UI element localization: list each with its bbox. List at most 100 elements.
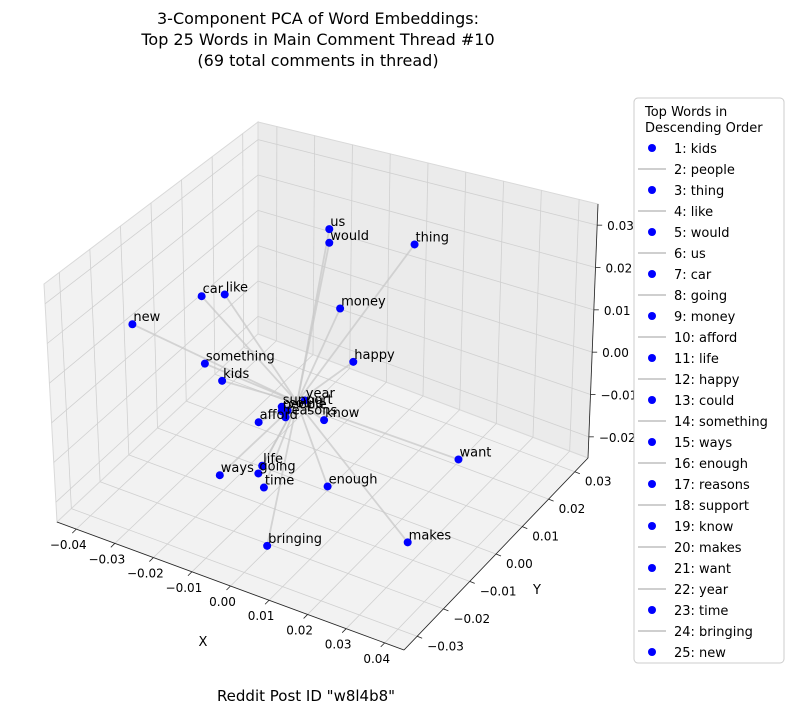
x-tick-labels: −0.04−0.03−0.02−0.01 0.00 0.01 0.02 0.03 0.04: [50, 528, 390, 666]
x-tick-label: −0.04: [50, 538, 87, 552]
point-like: [220, 290, 229, 299]
word-label-want: want: [459, 445, 491, 460]
point-something: [200, 359, 209, 368]
legend-marker-point: [648, 648, 656, 656]
z-grid-line-back: [257, 209, 594, 311]
word-label-ways: ways: [221, 461, 254, 476]
x-tick-label: 0.03: [325, 638, 352, 652]
point-year: [300, 396, 309, 405]
word-label-money: money: [341, 294, 386, 309]
legend: Top Words in Descending Order 1: kids 2: …: [633, 97, 785, 664]
legend-entry: 21: want: [674, 562, 731, 577]
legend-entry: 23: time: [674, 604, 728, 619]
legend-marker-point: [648, 228, 656, 236]
connector-something: [204, 362, 298, 404]
y-tick-labels: 0.03 0.020.01 0.00 −0.01 −0.02 −0.03: [416, 471, 612, 653]
z-tick-labels: 0.03 0.02 0.01 0.00 −0.01 −0.02: [588, 219, 638, 445]
word-label-new: new: [133, 310, 160, 325]
legend-entry: 24: bringing: [674, 625, 753, 640]
z-tick-label: −0.01: [601, 389, 638, 403]
legend-title-line-1: Top Words in: [644, 105, 727, 120]
z-grid-line-side: [55, 316, 259, 503]
legend-marker-point: [648, 354, 656, 362]
z-grid-line-back: [257, 139, 598, 226]
word-label-makes: makes: [409, 528, 452, 543]
word-label-something: something: [206, 350, 275, 365]
connector-bringing: [266, 402, 299, 547]
x-grid-line-back: [275, 126, 278, 341]
title-line-3: (69 total comments in thread): [197, 51, 438, 70]
z-tick-label: 0.00: [602, 346, 629, 360]
legend-entry: 18: support: [674, 499, 749, 514]
legend-entry: 4: like: [674, 205, 713, 220]
word-label-happy: happy: [354, 348, 395, 363]
x-tick-label: 0.02: [286, 623, 313, 637]
word-points: [128, 225, 463, 550]
point-people: [277, 407, 286, 416]
point-reasons: [281, 413, 290, 422]
y-grid-line: [243, 347, 575, 473]
legend-marker-point: [648, 606, 656, 614]
legend-marker-point: [648, 396, 656, 404]
legend-entry: 19: know: [674, 520, 734, 535]
z-grid-line-back: [257, 280, 591, 395]
word-label-year: year: [306, 386, 336, 401]
y-tick-mark: [443, 608, 449, 612]
x-grid-line-back: [385, 153, 391, 383]
legend-entry: 2: people: [674, 163, 735, 178]
connector-car: [200, 295, 298, 403]
z-grid-line-side: [49, 210, 259, 384]
y-grid-line: [186, 400, 523, 527]
legend-entry: 15: ways: [674, 436, 732, 451]
legend-marker-point: [648, 312, 656, 320]
legend-entry: 22: year: [674, 583, 729, 598]
connector-thing: [296, 243, 416, 403]
legend-entry: 14: something: [674, 415, 768, 430]
y-tick-label: −0.02: [453, 612, 490, 626]
y-tick-label: 0.03: [585, 475, 612, 489]
legend-frame: [633, 97, 785, 664]
legend-title-line-2: Descending Order: [645, 121, 763, 136]
point-life: [258, 461, 267, 470]
y-grid-line-side: [242, 133, 245, 348]
post-id-caption: Reddit Post ID "w8l4b8": [217, 687, 395, 705]
word-label-life: life: [263, 452, 283, 467]
point-money: [336, 304, 345, 313]
connector-would: [296, 242, 331, 403]
word-label-would: would: [330, 229, 369, 244]
y-grid-line-side: [150, 202, 158, 429]
point-new: [128, 320, 137, 329]
y-tick-mark: [416, 635, 423, 639]
word-label-could: could: [289, 397, 324, 412]
legend-marker-point: [648, 270, 656, 278]
legend-marker-point: [648, 522, 656, 530]
word-label-reasons: reasons: [287, 403, 338, 418]
legend-entry: 10: afford: [674, 331, 737, 346]
point-thing: [410, 240, 419, 249]
word-label-time: time: [265, 474, 294, 489]
legend-entry: 7: car: [674, 268, 712, 283]
word-label-thing: thing: [416, 230, 449, 245]
point-bringing: [263, 541, 272, 550]
y-grid-line: [157, 427, 497, 555]
x-tick-mark: [110, 543, 116, 548]
legend-entry: 1: kids: [674, 142, 717, 157]
connector-enough: [296, 401, 329, 487]
x-grid-line-back: [569, 199, 580, 452]
legend-marker-point: [648, 186, 656, 194]
legend-entry: 5: would: [674, 226, 729, 241]
legend-entry: 3: thing: [674, 184, 724, 199]
x-tick-label: −0.01: [166, 581, 203, 595]
y-grid-line-side: [181, 179, 187, 402]
y-tick-label: 0.00: [506, 557, 533, 571]
connector-know: [296, 401, 325, 421]
point-kids: [218, 376, 227, 385]
point-time: [259, 483, 268, 492]
z-grid-line-side: [53, 280, 259, 463]
point-would: [325, 238, 334, 247]
legend-marker-point: [648, 438, 656, 446]
connector-time: [263, 401, 299, 488]
y-grid-line-side: [211, 156, 216, 375]
x-tick-label: 0.01: [248, 609, 275, 623]
